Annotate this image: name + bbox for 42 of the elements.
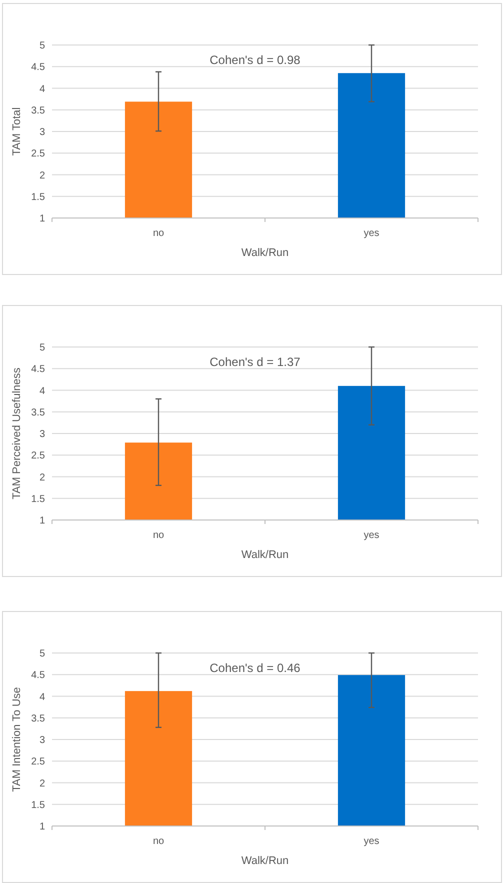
- y-tick-label: 2.5: [31, 756, 46, 768]
- y-tick-label: 3: [39, 429, 46, 440]
- x-tick-label: no: [152, 836, 164, 847]
- y-tick-label: 4.5: [31, 62, 46, 74]
- x-tick-label: yes: [364, 836, 380, 847]
- y-tick-label: 2: [39, 472, 46, 484]
- x-axis-title: Walk/Run: [241, 247, 289, 259]
- y-tick-label: 4: [39, 84, 46, 95]
- y-tick-label: 4.5: [31, 670, 46, 682]
- y-tick-label: 5: [39, 342, 46, 354]
- y-axis-title: TAM Intention To Use: [11, 687, 23, 792]
- y-tick-label: 2: [39, 778, 46, 790]
- y-tick-label: 3.5: [31, 105, 46, 116]
- y-tick-label: 1.5: [31, 494, 46, 505]
- y-tick-label: 4: [39, 386, 46, 397]
- x-axis-title: Walk/Run: [241, 549, 289, 561]
- y-axis-title: TAM Perceived Usefulness: [11, 367, 23, 500]
- x-tick-label: yes: [364, 530, 380, 541]
- x-axis-title: Walk/Run: [241, 855, 289, 867]
- annotation: Cohen's d = 0.46: [210, 661, 301, 675]
- y-tick-label: 1.5: [31, 800, 46, 811]
- y-tick-label: 1.5: [31, 192, 46, 203]
- y-tick-label: 3: [39, 735, 46, 746]
- y-tick-label: 2: [39, 170, 46, 182]
- y-tick-label: 4.5: [31, 364, 46, 376]
- y-axis-title: TAM Total: [11, 107, 23, 156]
- y-tick-label: 3.5: [31, 713, 46, 724]
- x-tick-label: no: [152, 228, 164, 239]
- y-tick-label: 1: [39, 214, 46, 224]
- y-tick-label: 2.5: [31, 148, 46, 160]
- annotation: Cohen's d = 1.37: [210, 355, 301, 369]
- y-tick-label: 1: [39, 516, 46, 526]
- y-tick-label: 1: [39, 822, 46, 832]
- y-tick-label: 5: [39, 648, 46, 660]
- x-tick-label: no: [152, 530, 164, 541]
- y-tick-label: 3.5: [31, 407, 46, 418]
- x-tick-label: yes: [364, 228, 380, 239]
- annotation: Cohen's d = 0.98: [210, 53, 301, 67]
- y-tick-label: 4: [39, 692, 46, 703]
- y-tick-label: 2.5: [31, 450, 46, 462]
- y-tick-label: 3: [39, 127, 46, 138]
- y-tick-label: 5: [39, 40, 46, 52]
